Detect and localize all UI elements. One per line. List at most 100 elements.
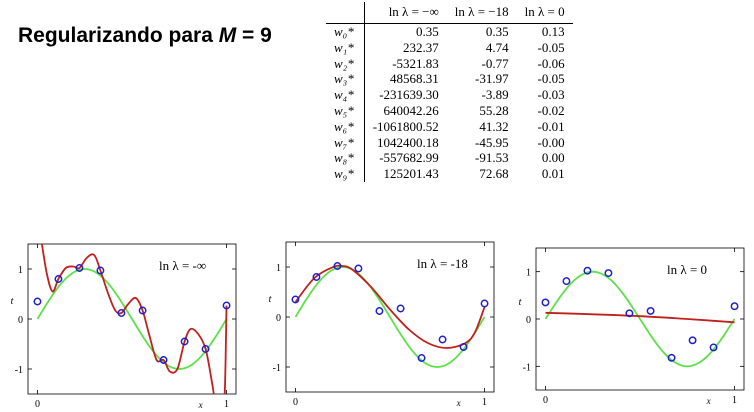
table-cell: -31.97: [475, 71, 509, 87]
x-tick-label: 0: [35, 399, 40, 410]
table-row: w₀* 0.35 0.35 0.13: [326, 23, 573, 40]
table-cell: 0.13: [541, 24, 565, 39]
data-point: [291, 295, 300, 304]
table-row: w₄* -231639.30 -3.89 -0.03: [326, 87, 573, 103]
fitted-curve: [545, 311, 735, 324]
table-row: w₃* 48568.31 -31.97 -0.05: [326, 71, 573, 88]
table-cell: -1061800.52: [372, 118, 439, 134]
data-point: [312, 273, 321, 281]
row-label: w₈*: [326, 150, 365, 167]
table-cell: 640042.26: [383, 102, 439, 118]
row-header-cell: [326, 2, 365, 24]
table-cell: 0.35: [416, 24, 439, 39]
table-cell: 41.32: [479, 118, 509, 134]
table-cell: -0.06: [537, 55, 565, 71]
data-point: [96, 266, 105, 275]
data-point: [562, 277, 571, 286]
data-point: [625, 309, 634, 318]
data-point: [375, 307, 384, 315]
y-axis-label: t: [519, 297, 522, 308]
data-point: [583, 266, 592, 275]
plot-title: ln λ = -∞: [159, 258, 206, 273]
data-point: [688, 336, 697, 345]
plot-series-group: [294, 264, 486, 368]
y-tick-label: 0: [526, 315, 531, 326]
title-prefix: Regularizando para: [18, 24, 219, 47]
data-point: [709, 343, 718, 352]
table-body: w₀* 0.35 0.35 0.13 w₁* 232.37 4.74 -0.05 w₂* -532…: [326, 23, 573, 182]
data-point: [75, 264, 84, 272]
table-row: w₆* -1061800.52 41.32 -0.01: [326, 118, 573, 135]
data-point: [730, 302, 739, 311]
data-point: [396, 304, 405, 313]
slide-title: Regularizando para M = 9: [18, 24, 272, 48]
data-point: [646, 307, 655, 315]
data-point: [354, 264, 363, 273]
plot-series-group: [544, 270, 736, 368]
y-axis-label: t: [11, 296, 14, 307]
table-header-row: ln λ = −∞ ln λ = −18 ln λ = 0: [326, 2, 573, 24]
table-row: w₅* 640042.26 55.28 -0.02: [326, 102, 573, 119]
x-tick-label: 0: [293, 397, 298, 408]
table-cell: 232.37: [403, 39, 439, 55]
row-label: w₆*: [326, 118, 365, 135]
fitted-curve: [294, 264, 486, 349]
y-tick-label: 1: [18, 265, 23, 276]
fitted-curve: [41, 244, 228, 394]
table-cell: -0.77: [481, 55, 509, 71]
plot-title: ln λ = -18: [417, 256, 468, 271]
row-label: w₁*: [326, 39, 365, 56]
table-row: w₇* 1042400.18 -45.95 -0.00: [326, 134, 573, 151]
y-tick-label: 0: [18, 315, 23, 326]
plot-title: ln λ = 0: [667, 262, 707, 277]
row-label: w₂*: [326, 55, 365, 72]
row-label: w₃*: [326, 71, 365, 88]
column-header: ln λ = 0: [516, 2, 573, 24]
y-tick-label: 0: [276, 313, 281, 324]
x-axis-label: x: [198, 400, 203, 410]
row-label: w₉*: [326, 166, 365, 182]
data-point: [54, 275, 63, 283]
data-point: [417, 354, 426, 362]
data-point: [159, 356, 168, 364]
sine-curve: [294, 266, 486, 368]
table-cell: 48568.31: [390, 71, 439, 87]
data-point: [117, 309, 126, 317]
column-header: ln λ = −18: [446, 2, 517, 24]
table-row: w₉* 125201.43 72.68 0.01: [326, 166, 573, 182]
title-suffix: = 9: [236, 24, 272, 47]
y-tick-label: 1: [276, 263, 281, 274]
data-point: [480, 299, 489, 308]
table-cell: -231639.30: [379, 87, 439, 103]
data-point: [667, 353, 676, 362]
data-point: [333, 262, 342, 270]
data-point: [438, 335, 447, 344]
table-cell: 72.68: [479, 166, 509, 182]
table-cell: 4.74: [485, 39, 509, 55]
data-point: [201, 345, 210, 353]
table-cell: -0.05: [537, 71, 565, 87]
table-cell: 0.35: [485, 24, 509, 39]
y-tick-label: -1: [523, 362, 531, 373]
x-tick-label: 1: [482, 397, 487, 408]
plot-ln-lambda-neg-18: 1 0 -1 0 1 t x ln λ = -18: [269, 241, 495, 408]
table-cell: 1042400.18: [377, 134, 439, 150]
x-tick-label: 1: [224, 399, 229, 410]
table-row: w₁* 232.37 4.74 -0.05: [326, 39, 573, 56]
sine-curve: [544, 270, 736, 368]
y-tick-label: -1: [15, 365, 23, 376]
data-point: [604, 269, 613, 278]
title-variable: M: [218, 24, 237, 47]
data-point: [459, 343, 468, 351]
row-label: w₀*: [326, 23, 365, 40]
table-cell: 55.28: [479, 102, 509, 118]
plot-ln-lambda-neg-inf: 1 0 -1 0 1 t x ln λ = -∞: [11, 243, 237, 410]
x-tick-label: 0: [543, 395, 548, 406]
data-point: [222, 301, 231, 310]
y-tick-label: 1: [526, 268, 531, 279]
sine-curve: [36, 268, 228, 370]
table-cell: -0.03: [537, 87, 565, 103]
table-row: w₈* -557682.99 -91.53 0.00: [326, 150, 573, 167]
row-label: w₅*: [326, 102, 365, 119]
table-cell: -5321.83: [392, 55, 439, 71]
